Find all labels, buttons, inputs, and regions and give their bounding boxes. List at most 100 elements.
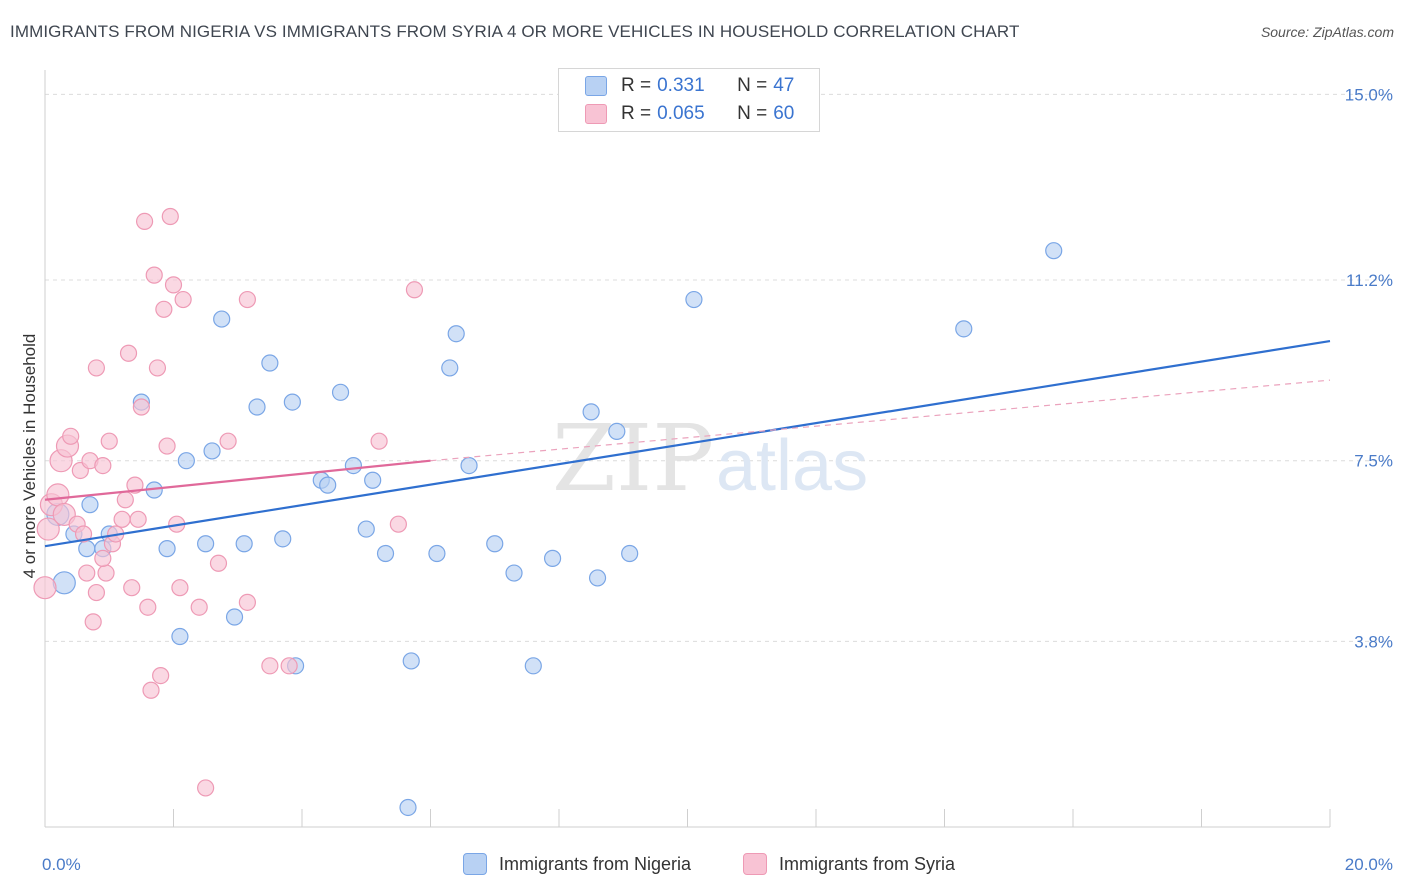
nigeria-point: [52, 571, 76, 595]
y-tick-label: 15.0%: [1345, 85, 1393, 104]
nigeria-point: [441, 359, 459, 377]
syria-point: [158, 437, 176, 455]
y-tick-label: 11.2%: [1346, 271, 1393, 290]
syria-point: [126, 476, 144, 494]
legend-r-label: R =: [621, 75, 652, 96]
nigeria-point: [582, 403, 600, 421]
syria-point: [116, 491, 134, 509]
syria-point: [171, 579, 189, 597]
nigeria-point: [331, 383, 350, 401]
syria-point: [97, 564, 115, 582]
tick-labels: 3.8% 7.5% 11.2% 15.0% 0.0% 20.0%: [42, 85, 1393, 874]
syria-point: [370, 432, 388, 450]
syria-point: [190, 598, 208, 616]
nigeria-point: [955, 320, 973, 338]
syria-point: [84, 613, 102, 631]
nigeria-point: [274, 530, 292, 548]
nigeria-point: [524, 657, 542, 675]
syria-point: [78, 564, 96, 582]
legend-r-value: 0.331: [657, 75, 705, 96]
y-tick-label: 3.8%: [1354, 632, 1393, 651]
syria-point: [145, 266, 163, 284]
bottom-legend-swatch-nigeria: [463, 853, 487, 875]
nigeria-point: [588, 569, 607, 587]
syria-point: [94, 456, 112, 475]
syria-point: [139, 598, 157, 616]
syria-point: [238, 593, 256, 611]
syria-point: [238, 290, 256, 309]
legend-row-syria: R = 0.065 N = 60: [585, 101, 794, 127]
nigeria-point: [447, 325, 465, 343]
nigeria-point: [283, 393, 301, 411]
nigeria-point: [1045, 242, 1063, 260]
nigeria-point: [81, 496, 99, 514]
syria-point: [94, 549, 112, 567]
syria-point: [155, 300, 173, 318]
bottom-legend-swatch-syria: [743, 853, 767, 875]
nigeria-point: [171, 627, 189, 646]
syria-point: [36, 517, 60, 541]
legend-swatch-nigeria: [585, 76, 607, 96]
syria-point: [148, 359, 167, 377]
y-axis-title: 4 or more Vehicles in Household: [20, 334, 39, 579]
syria-point: [142, 681, 160, 699]
syria-point: [74, 525, 93, 543]
nigeria-point: [177, 452, 195, 470]
nigeria-point: [203, 442, 221, 460]
chart-title: IMMIGRANTS FROM NIGERIA VS IMMIGRANTS FR…: [10, 22, 1020, 41]
syria-point: [219, 432, 237, 450]
chart-source: Source: ZipAtlas.com: [1260, 24, 1394, 40]
syria-trend-extension: [430, 379, 1331, 462]
nigeria-point: [399, 798, 417, 817]
legend-r-label: R =: [621, 103, 652, 124]
watermark-atlas: atlas: [716, 426, 868, 506]
syria-point: [87, 359, 106, 377]
nigeria-point: [248, 398, 266, 416]
syria-point: [152, 666, 170, 685]
syria-point: [405, 281, 424, 299]
axes: [44, 70, 1331, 828]
legend-r-value: 0.065: [657, 103, 705, 124]
nigeria-point: [486, 535, 504, 553]
nigeria-point: [158, 540, 176, 558]
syria-point: [119, 344, 138, 362]
syria-point: [87, 583, 106, 602]
syria-point: [174, 290, 192, 309]
nigeria-point: [344, 456, 362, 475]
syria-point: [209, 554, 228, 572]
nigeria-point: [460, 456, 478, 475]
nigeria-point: [543, 549, 562, 567]
nigeria-point: [364, 471, 382, 489]
nigeria-point: [319, 476, 337, 494]
nigeria-point: [402, 652, 420, 670]
y-tick-label: 7.5%: [1354, 452, 1393, 471]
bottom-legend-label-syria: Immigrants from Syria: [779, 853, 956, 874]
nigeria-point: [608, 422, 626, 441]
nigeria-point: [685, 290, 703, 309]
bottom-legend-nigeria: Immigrants from Nigeria: [463, 852, 691, 876]
syria-point: [197, 779, 215, 797]
syria-point: [261, 657, 279, 675]
nigeria-point: [376, 544, 395, 563]
nigeria-point: [78, 540, 96, 558]
syria-point: [280, 657, 298, 675]
x-tick-label-min: 0.0%: [42, 855, 81, 874]
watermark: ZIP atlas: [552, 405, 868, 512]
legend-n-value: 47: [773, 75, 795, 96]
bottom-legend-label-nigeria: Immigrants from Nigeria: [499, 853, 692, 874]
syria-point: [100, 432, 118, 450]
syria-point: [389, 515, 407, 533]
legend-n-label: N =: [737, 75, 768, 96]
nigeria-point: [261, 354, 279, 372]
legend-row-nigeria: R = 0.331 N = 47: [585, 73, 794, 99]
syria-point: [113, 510, 131, 528]
nigeria-point: [505, 564, 523, 582]
nigeria-point: [357, 520, 375, 538]
syria-point: [129, 510, 147, 528]
syria-point: [46, 483, 70, 507]
watermark-zip: ZIP: [552, 405, 714, 512]
nigeria-point: [225, 608, 244, 626]
syria-point: [123, 579, 141, 597]
legend-n-value: 60: [773, 103, 795, 124]
